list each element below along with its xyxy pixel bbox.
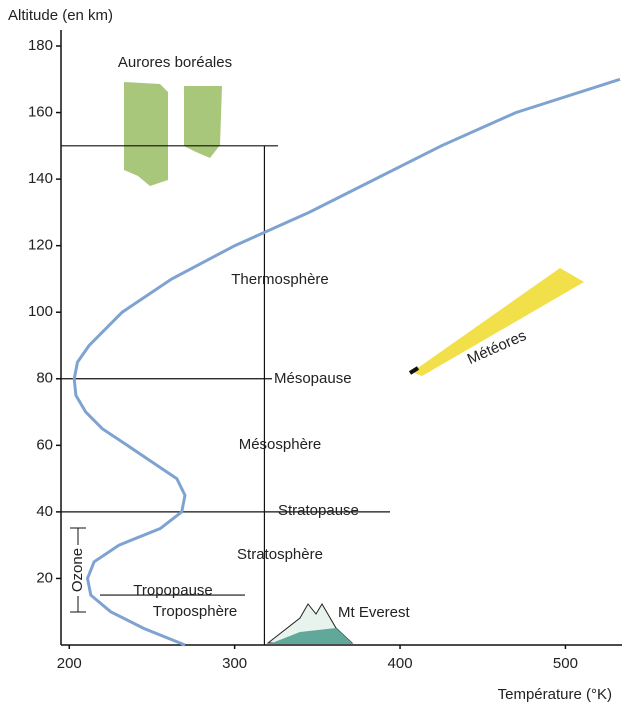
annotation: Stratopause [278, 502, 359, 519]
page: {"chart_data": {"type": "line", "y_label… [0, 0, 628, 711]
aurora-patch [124, 82, 168, 186]
y-tick-label: 60 [36, 436, 53, 453]
annotation: Stratosphère [237, 546, 323, 563]
annotation: Ozone [69, 548, 86, 592]
y-tick-label: 100 [28, 303, 53, 320]
annotation: Tropopause [133, 582, 213, 599]
annotation: Troposphère [153, 603, 238, 620]
meteor-trail [412, 268, 584, 376]
y-tick-label: 120 [28, 237, 53, 254]
annotation: Mésosphère [239, 436, 322, 453]
annotation: Aurores boréales [118, 54, 232, 71]
y-tick-label: 40 [36, 503, 53, 520]
x-tick-label: 500 [553, 655, 578, 672]
x-axis-label: Température (°K) [498, 686, 612, 703]
annotation: Thermosphère [231, 271, 329, 288]
x-tick-label: 400 [388, 655, 413, 672]
annotation: Mt Everest [338, 604, 411, 621]
x-tick-label: 200 [57, 655, 82, 672]
y-tick-label: 180 [28, 37, 53, 54]
chart: Altitude (en km) Température (°K) 20 40 60… [0, 0, 628, 711]
y-tick-label: 140 [28, 170, 53, 187]
y-tick-label: 160 [28, 104, 53, 121]
aurora-patch [184, 86, 222, 158]
y-axis-label: Altitude (en km) [8, 7, 113, 24]
x-tick-label: 300 [222, 655, 247, 672]
annotation: Mésopause [274, 370, 352, 387]
y-tick-label: 20 [36, 569, 53, 586]
y-tick-label: 80 [36, 370, 53, 387]
